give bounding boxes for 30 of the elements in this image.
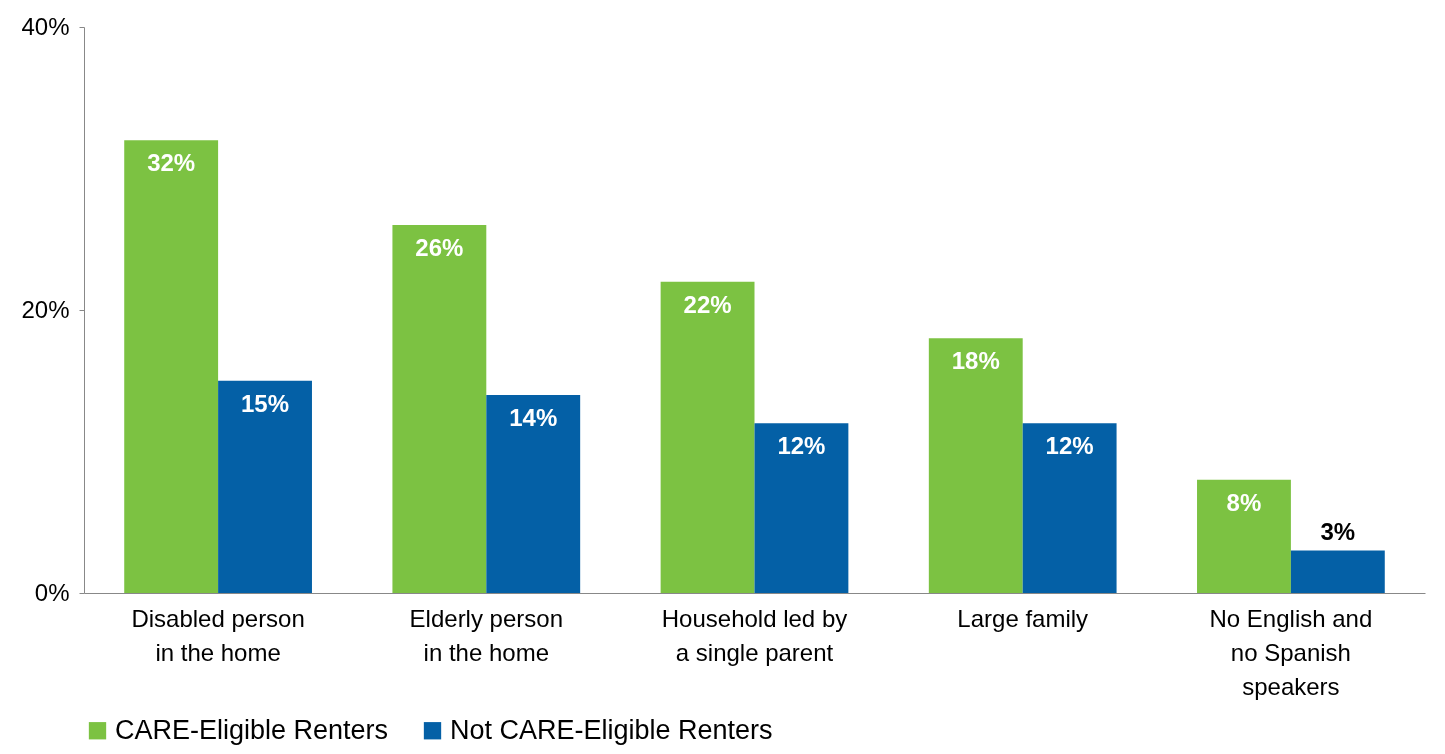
bar bbox=[124, 140, 219, 593]
text: 12% bbox=[777, 432, 826, 460]
bar bbox=[392, 225, 487, 593]
x-tick-label: Elderly person in the home bbox=[409, 604, 564, 666]
bar bbox=[218, 380, 312, 593]
legend-label: CARE-Eligible Renters bbox=[115, 714, 389, 745]
bar bbox=[754, 423, 849, 593]
text: 12% bbox=[1045, 432, 1094, 460]
x-tick-label: Large family bbox=[957, 604, 1089, 632]
bar bbox=[1022, 423, 1117, 593]
text: 18% bbox=[951, 347, 1000, 375]
y-tick-label: 0% bbox=[34, 578, 70, 606]
text: 26% bbox=[415, 234, 464, 262]
text: 3% bbox=[1320, 517, 1356, 545]
legend-label: Not CARE-Eligible Renters bbox=[450, 714, 773, 745]
text: 15% bbox=[241, 389, 290, 417]
bar bbox=[660, 281, 755, 593]
bar bbox=[1290, 550, 1385, 593]
text: 32% bbox=[147, 149, 196, 177]
x-tick-label: Household led by a single parent bbox=[661, 604, 848, 666]
bar bbox=[1197, 479, 1291, 593]
text: 14% bbox=[509, 403, 558, 431]
y-tick-label: 40% bbox=[21, 12, 70, 40]
x-tick-label: No English and no Spanish speakers bbox=[1209, 604, 1373, 700]
bar bbox=[928, 338, 1023, 593]
y-tick-label: 20% bbox=[21, 295, 70, 323]
bar bbox=[486, 394, 581, 593]
x-tick-label: Disabled person in the home bbox=[131, 604, 305, 666]
text: 22% bbox=[683, 290, 732, 318]
text: 8% bbox=[1226, 488, 1262, 516]
